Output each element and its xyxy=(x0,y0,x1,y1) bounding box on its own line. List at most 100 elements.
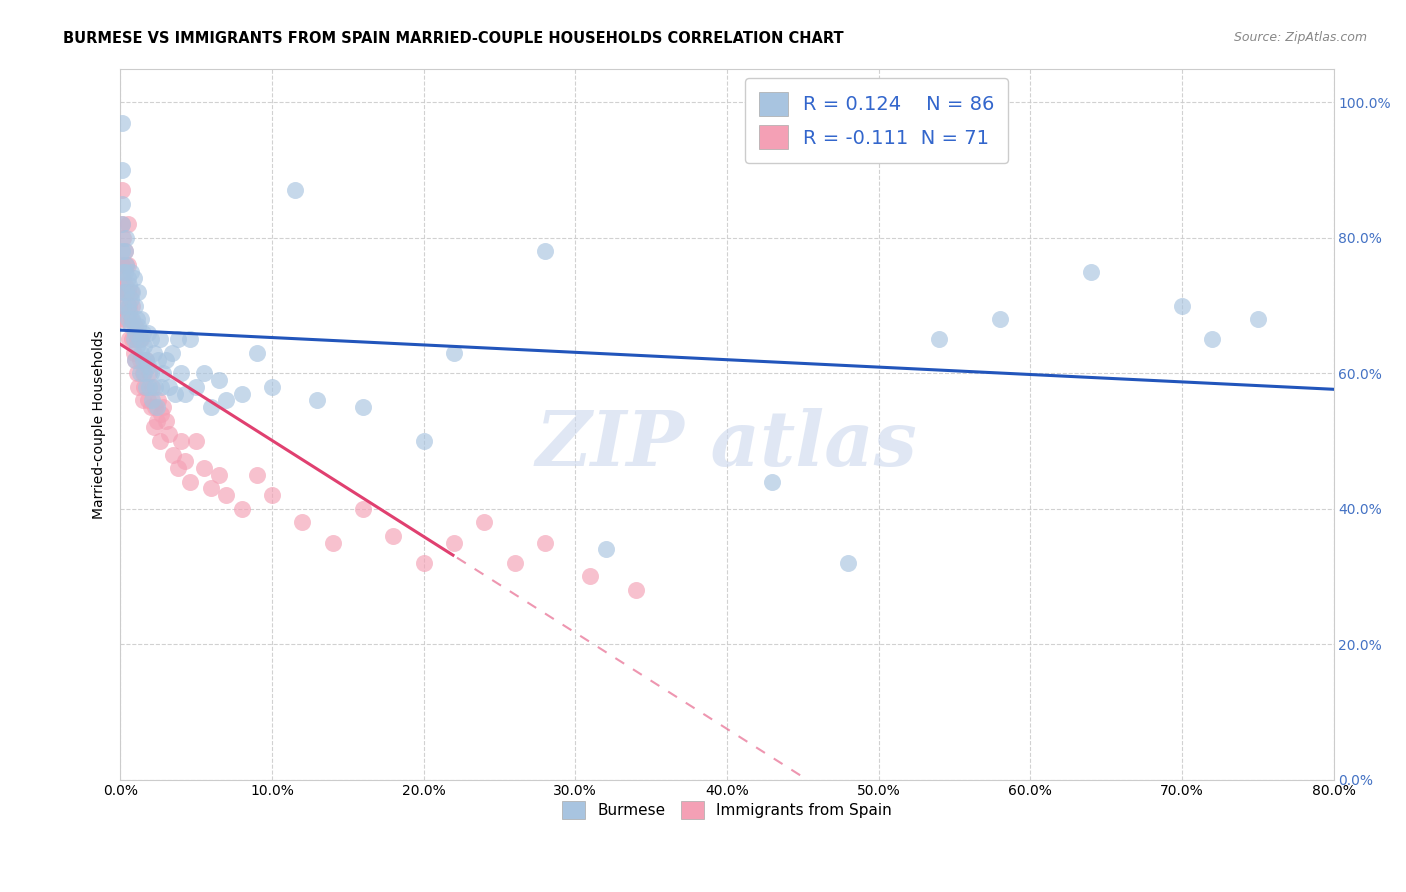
Point xyxy=(112,299,135,313)
Text: Source: ZipAtlas.com: Source: ZipAtlas.com xyxy=(1233,31,1367,45)
Point xyxy=(138,366,160,380)
Point xyxy=(117,217,139,231)
Point xyxy=(260,488,283,502)
Point xyxy=(166,333,188,347)
Point xyxy=(595,542,617,557)
Point xyxy=(112,285,135,299)
Point xyxy=(112,231,135,245)
Point xyxy=(443,535,465,549)
Point xyxy=(118,333,141,347)
Point xyxy=(114,244,136,259)
Legend: Burmese, Immigrants from Spain: Burmese, Immigrants from Spain xyxy=(555,795,897,825)
Point xyxy=(215,488,238,502)
Point xyxy=(132,352,155,367)
Point xyxy=(118,305,141,319)
Point xyxy=(132,326,155,340)
Point xyxy=(150,407,173,421)
Point xyxy=(142,420,165,434)
Point xyxy=(125,333,148,347)
Point xyxy=(179,333,201,347)
Point xyxy=(139,366,162,380)
Point xyxy=(145,400,167,414)
Point xyxy=(160,346,183,360)
Point xyxy=(118,299,141,313)
Point xyxy=(134,339,156,353)
Point xyxy=(111,285,134,299)
Point xyxy=(129,352,152,367)
Point xyxy=(120,312,142,326)
Point xyxy=(135,352,157,367)
Point xyxy=(291,515,314,529)
Point xyxy=(115,285,138,299)
Point xyxy=(120,285,142,299)
Point xyxy=(122,271,145,285)
Point xyxy=(412,556,434,570)
Point xyxy=(142,346,165,360)
Point xyxy=(136,393,159,408)
Point xyxy=(1080,265,1102,279)
Point xyxy=(155,414,177,428)
Point xyxy=(534,535,557,549)
Point xyxy=(143,380,166,394)
Point xyxy=(117,258,139,272)
Point xyxy=(127,285,149,299)
Point xyxy=(988,312,1011,326)
Point xyxy=(284,183,307,197)
Point xyxy=(352,501,374,516)
Point xyxy=(120,265,142,279)
Text: ZIP atlas: ZIP atlas xyxy=(536,409,918,483)
Point xyxy=(166,461,188,475)
Point xyxy=(139,333,162,347)
Point xyxy=(472,515,495,529)
Point xyxy=(579,569,602,583)
Point xyxy=(145,414,167,428)
Point xyxy=(114,312,136,326)
Point xyxy=(200,482,222,496)
Point xyxy=(111,244,134,259)
Point xyxy=(127,380,149,394)
Point xyxy=(157,427,180,442)
Point xyxy=(132,393,155,408)
Point xyxy=(117,285,139,299)
Point xyxy=(120,318,142,333)
Point xyxy=(115,285,138,299)
Point xyxy=(131,333,153,347)
Point xyxy=(125,366,148,380)
Point xyxy=(122,333,145,347)
Point xyxy=(761,475,783,489)
Point xyxy=(121,312,143,326)
Point xyxy=(208,467,231,482)
Point xyxy=(193,461,215,475)
Point xyxy=(117,312,139,326)
Point xyxy=(118,278,141,293)
Point xyxy=(111,217,134,231)
Point xyxy=(193,366,215,380)
Point xyxy=(152,366,174,380)
Point xyxy=(124,318,146,333)
Point xyxy=(382,529,405,543)
Point xyxy=(115,258,138,272)
Point xyxy=(112,299,135,313)
Point xyxy=(131,346,153,360)
Point xyxy=(136,326,159,340)
Point xyxy=(503,556,526,570)
Point xyxy=(111,217,134,231)
Point xyxy=(129,333,152,347)
Point xyxy=(170,366,193,380)
Point xyxy=(111,258,134,272)
Point xyxy=(124,352,146,367)
Point xyxy=(111,163,134,178)
Point xyxy=(174,454,197,468)
Point xyxy=(307,393,329,408)
Point xyxy=(114,278,136,293)
Point xyxy=(115,258,138,272)
Point xyxy=(138,380,160,394)
Point xyxy=(157,380,180,394)
Point xyxy=(131,312,153,326)
Point xyxy=(141,393,163,408)
Point xyxy=(129,366,152,380)
Point xyxy=(163,386,186,401)
Point xyxy=(114,265,136,279)
Point xyxy=(111,183,134,197)
Point xyxy=(134,366,156,380)
